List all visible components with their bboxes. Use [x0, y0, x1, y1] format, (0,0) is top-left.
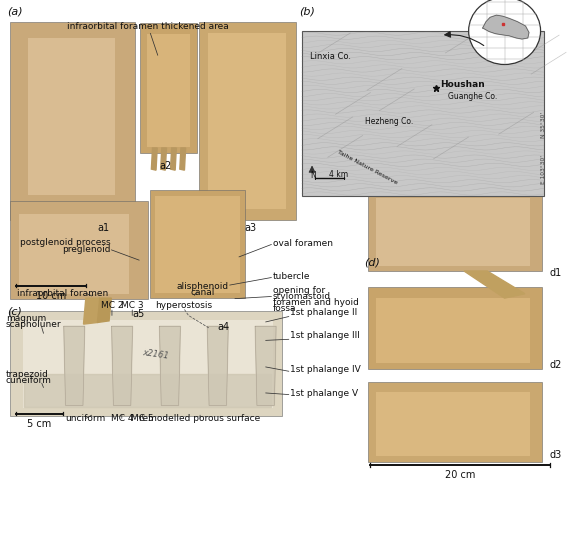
Text: Hezheng Co.: Hezheng Co. [365, 118, 414, 126]
Text: a2: a2 [160, 161, 172, 171]
FancyBboxPatch shape [199, 22, 296, 220]
FancyBboxPatch shape [10, 311, 282, 416]
Text: a4: a4 [218, 322, 230, 332]
Text: 1st phalange IV: 1st phalange IV [290, 365, 361, 375]
FancyBboxPatch shape [28, 38, 115, 195]
Text: hyperostosis: hyperostosis [155, 301, 212, 310]
Text: a1: a1 [97, 223, 110, 233]
FancyBboxPatch shape [23, 320, 273, 408]
FancyBboxPatch shape [302, 31, 544, 196]
FancyBboxPatch shape [147, 34, 190, 147]
FancyBboxPatch shape [376, 392, 530, 456]
Text: infraorbital foramen: infraorbital foramen [17, 289, 108, 298]
Text: alisphenoid: alisphenoid [177, 282, 229, 291]
Polygon shape [208, 326, 228, 405]
Text: magnum: magnum [6, 314, 46, 323]
Text: Guanghe Co.: Guanghe Co. [448, 92, 497, 101]
Text: d3: d3 [550, 450, 562, 460]
FancyBboxPatch shape [10, 22, 135, 220]
Polygon shape [161, 148, 166, 170]
Text: opening for: opening for [273, 286, 325, 295]
Text: d2: d2 [550, 360, 562, 370]
Polygon shape [171, 148, 176, 170]
Text: oval foramen: oval foramen [273, 239, 332, 248]
FancyBboxPatch shape [376, 198, 530, 266]
FancyBboxPatch shape [376, 298, 530, 363]
FancyBboxPatch shape [19, 214, 129, 294]
Text: scapholuner: scapholuner [6, 320, 61, 330]
Text: 10 cm: 10 cm [36, 291, 66, 301]
FancyBboxPatch shape [208, 33, 286, 209]
Text: 1st phalange II: 1st phalange II [290, 308, 357, 318]
Text: foramen and hyoid: foramen and hyoid [273, 298, 358, 307]
Text: MC 3: MC 3 [121, 301, 144, 310]
Polygon shape [24, 374, 271, 406]
FancyBboxPatch shape [155, 196, 240, 293]
Polygon shape [97, 298, 111, 322]
Text: a5: a5 [132, 309, 144, 319]
Polygon shape [160, 326, 180, 405]
Text: 4 km: 4 km [329, 170, 349, 179]
FancyBboxPatch shape [10, 201, 148, 299]
Text: postglenoid process: postglenoid process [20, 238, 110, 247]
Text: x2161: x2161 [142, 348, 169, 361]
Text: remodelled porous surface: remodelled porous surface [139, 414, 261, 423]
Polygon shape [151, 148, 157, 170]
FancyBboxPatch shape [368, 287, 542, 369]
Text: (b): (b) [299, 7, 314, 16]
Text: fossa: fossa [273, 304, 296, 313]
Circle shape [469, 0, 541, 64]
Text: preglenoid: preglenoid [61, 246, 110, 254]
Text: 1st phalange V: 1st phalange V [290, 389, 358, 398]
Text: d1: d1 [550, 268, 562, 278]
Text: N 35°30': N 35°30' [541, 112, 546, 138]
Text: E 103°30': E 103°30' [541, 155, 546, 184]
Text: tubercle: tubercle [273, 272, 310, 281]
Polygon shape [180, 148, 186, 170]
Text: Linxia Co.: Linxia Co. [310, 52, 351, 61]
Text: cuneiform: cuneiform [6, 376, 52, 385]
Text: MC 2: MC 2 [101, 301, 123, 310]
FancyBboxPatch shape [368, 382, 542, 462]
Text: N: N [310, 171, 316, 180]
Polygon shape [483, 15, 529, 39]
FancyBboxPatch shape [150, 190, 245, 298]
Polygon shape [64, 326, 85, 405]
Text: 20 cm: 20 cm [445, 470, 475, 480]
Text: Taihe Nature Reserve: Taihe Nature Reserve [336, 149, 398, 185]
Polygon shape [464, 271, 525, 298]
Polygon shape [84, 298, 100, 324]
Text: a3: a3 [245, 223, 257, 233]
Text: 1st phalange III: 1st phalange III [290, 331, 360, 340]
Text: MC 5: MC 5 [131, 414, 154, 423]
Polygon shape [255, 326, 276, 405]
Text: (c): (c) [7, 306, 22, 316]
FancyBboxPatch shape [368, 189, 542, 271]
Text: (a): (a) [7, 7, 23, 16]
Text: infraorbital foramen thickened area: infraorbital foramen thickened area [67, 22, 229, 55]
Text: trapezoid: trapezoid [6, 370, 49, 379]
Text: unciform: unciform [66, 414, 106, 423]
Text: (d): (d) [364, 257, 380, 267]
Text: canal: canal [191, 288, 215, 296]
Text: stylomastoid: stylomastoid [273, 292, 331, 301]
FancyBboxPatch shape [140, 23, 197, 153]
Text: 5 cm: 5 cm [27, 419, 52, 429]
Text: MC 4: MC 4 [111, 414, 133, 423]
Polygon shape [111, 326, 132, 405]
Text: Houshan: Houshan [440, 80, 484, 88]
